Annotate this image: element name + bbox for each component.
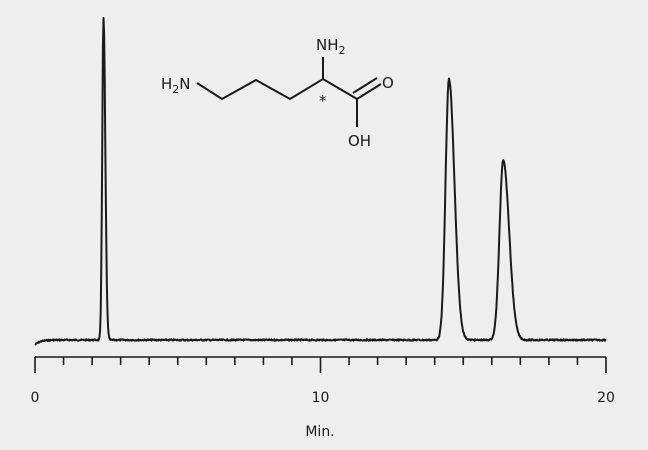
amine-left-label: H2N <box>161 75 191 96</box>
hydroxyl-label: OH <box>348 132 371 150</box>
carbonyl-o-label: O <box>382 74 394 92</box>
amine-top-label: NH2 <box>316 36 346 57</box>
chromatogram-trace <box>34 17 607 346</box>
x-tick-label: 10 <box>312 390 330 406</box>
carbonyl-bond <box>356 83 382 100</box>
x-axis: 0 10 20 <box>31 356 615 406</box>
x-axis-label: Min. <box>305 424 334 440</box>
carbonyl-bond-2 <box>352 77 378 94</box>
carbon-chain-bond <box>196 77 358 127</box>
x-tick-label: 20 <box>597 390 615 406</box>
lysine-structure <box>196 57 382 127</box>
x-tick-label: 0 <box>31 390 40 406</box>
chiral-center-mark: * <box>319 92 327 110</box>
